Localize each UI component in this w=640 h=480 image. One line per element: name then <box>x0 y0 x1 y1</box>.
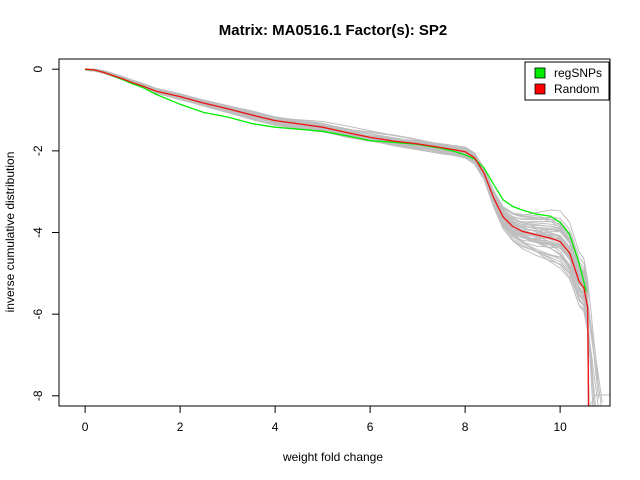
random-run-line <box>85 69 589 406</box>
random-run-line <box>85 68 599 381</box>
legend-label-random: Random <box>554 82 599 96</box>
random-run-line <box>85 69 596 406</box>
y-tick-label: -6 <box>31 308 45 319</box>
legend: regSNPs Random <box>524 61 610 101</box>
random-run-line <box>85 69 589 406</box>
x-tick-label: 2 <box>177 420 184 434</box>
random-run-line <box>85 68 590 406</box>
random-run-line <box>85 68 590 405</box>
series-regsnps-line <box>85 68 587 292</box>
random-run-line <box>85 69 589 406</box>
legend-label-regsnps: regSNPs <box>554 66 602 80</box>
random-run-line <box>85 68 589 406</box>
random-run-line <box>85 69 594 406</box>
random-run-tail-line <box>589 394 610 406</box>
series-layer <box>85 68 590 406</box>
random-run-line <box>85 69 589 406</box>
x-tick-label: 0 <box>82 420 89 434</box>
random-run-line <box>85 69 589 406</box>
x-axis-label: weight fold change <box>282 450 383 464</box>
y-axis-label: inverse cumulative distribution <box>3 152 17 313</box>
legend-swatch-regsnps <box>534 67 546 79</box>
random-run-line <box>85 69 590 406</box>
series-random-line <box>85 68 590 406</box>
y-tick-label: -4 <box>31 227 45 238</box>
y-axis: 0 -2 -4 -6 -8 <box>31 66 59 401</box>
y-tick-label: -8 <box>31 390 45 401</box>
y-tick-label: 0 <box>31 66 45 73</box>
random-run-line <box>85 68 590 406</box>
random-run-line <box>85 68 590 390</box>
random-run-line <box>85 69 590 406</box>
random-run-line <box>85 69 589 406</box>
random-run-line <box>85 69 599 406</box>
x-tick-label: 10 <box>553 420 567 434</box>
legend-swatch-random <box>534 83 546 95</box>
x-axis: 0 2 4 6 8 10 <box>82 405 567 434</box>
y-tick-label: -2 <box>31 145 45 156</box>
random-run-line <box>85 69 589 406</box>
background-runs <box>85 68 610 406</box>
x-tick-label: 6 <box>367 420 374 434</box>
x-tick-label: 8 <box>462 420 469 434</box>
chart-title: Matrix: MA0516.1 Factor(s): SP2 <box>219 22 447 39</box>
x-tick-label: 4 <box>272 420 279 434</box>
